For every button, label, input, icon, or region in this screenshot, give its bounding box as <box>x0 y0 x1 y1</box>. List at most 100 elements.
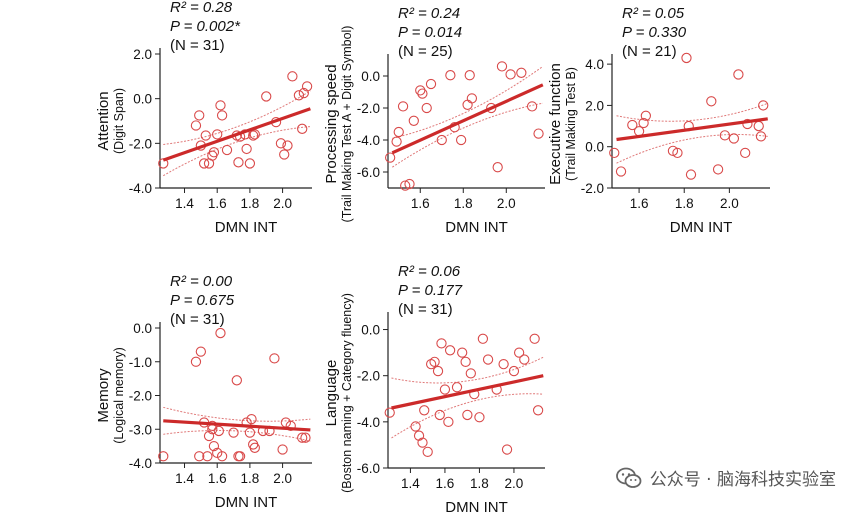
stats-line: R² = 0.05 <box>622 5 685 22</box>
data-point <box>505 69 516 80</box>
x-tick-label: 2.0 <box>273 471 292 486</box>
data-point <box>501 444 513 455</box>
data-point <box>190 120 202 131</box>
data-point <box>282 140 293 151</box>
data-point <box>279 149 290 160</box>
ci-lower-line <box>616 134 768 164</box>
x-tick-label: 1.4 <box>401 476 420 491</box>
data-point <box>432 365 444 377</box>
x-axis-label: DMN INT <box>670 219 733 236</box>
x-tick-label: 1.8 <box>675 196 694 211</box>
data-point <box>532 405 544 416</box>
data-point <box>466 93 478 104</box>
data-point <box>460 356 471 367</box>
data-point <box>455 134 467 146</box>
data-point <box>208 440 220 452</box>
data-point <box>529 333 540 344</box>
data-point <box>758 100 769 111</box>
data-point <box>261 91 272 102</box>
data-point <box>301 81 313 92</box>
y-tick-label: -6.0 <box>357 165 380 180</box>
data-point <box>203 430 215 442</box>
data-point <box>533 128 544 139</box>
y-tick-label: -2.0 <box>581 181 604 196</box>
data-point <box>417 88 428 99</box>
regression-line <box>391 374 544 410</box>
data-point <box>712 164 724 175</box>
y-axis-sublabel: (Digit Span) <box>112 88 126 154</box>
regression-line <box>616 117 768 142</box>
data-point <box>194 451 205 462</box>
data-point <box>728 133 740 144</box>
data-point <box>413 430 425 441</box>
data-point <box>733 69 744 80</box>
data-point <box>482 354 494 365</box>
data-point <box>609 147 620 159</box>
data-point <box>244 158 256 169</box>
ci-lower-line <box>392 102 543 168</box>
data-point <box>241 143 252 155</box>
stats-line: R² = 0.24 <box>398 5 460 22</box>
y-tick-label: -2.0 <box>357 369 380 384</box>
data-point <box>202 451 213 462</box>
panel-memory: R² = 0.00 P = 0.675 (N = 31) -4.0 -3.0 -2.0 -1… <box>95 273 312 511</box>
data-point <box>297 432 308 443</box>
data-point <box>249 442 260 453</box>
stats-line: R² = 0.00 <box>170 273 233 290</box>
y-tick-label: -3.0 <box>129 422 152 437</box>
data-point <box>429 356 440 367</box>
data-point <box>293 90 305 101</box>
stats-line: P = 0.014 <box>398 24 462 41</box>
data-point <box>248 130 259 141</box>
x-tick-label: 1.6 <box>436 476 455 491</box>
ci-lower-line <box>163 429 311 442</box>
x-axis-label: DMN INT <box>215 219 278 236</box>
data-point <box>443 416 454 427</box>
data-point <box>231 375 242 386</box>
stats-line: P = 0.177 <box>398 282 463 299</box>
y-axis-label: Processing speed <box>323 64 340 183</box>
y-axis-sublabel: (Logical memory) <box>112 347 126 444</box>
y-tick-label: -6.0 <box>357 461 380 476</box>
data-point <box>275 138 287 149</box>
x-tick-label: 1.8 <box>241 471 260 486</box>
data-point <box>287 71 298 82</box>
y-tick-label: -4.0 <box>357 133 380 148</box>
data-point <box>400 180 411 191</box>
data-point <box>194 110 205 121</box>
ci-upper-line <box>163 406 311 422</box>
stats-line: (N = 31) <box>170 37 225 54</box>
data-point <box>519 354 530 365</box>
y-tick-label: 2.0 <box>133 47 152 62</box>
data-point <box>742 118 753 130</box>
data-point <box>215 100 226 111</box>
data-point <box>740 147 751 159</box>
data-point <box>300 432 311 443</box>
y-tick-label: -2.0 <box>357 101 380 116</box>
panel-attention: R² = 0.28 P = 0.002* (N = 31) -4.0 -2.0 0.0 2.… <box>95 0 313 236</box>
data-point <box>719 130 731 141</box>
x-tick-label: 1.4 <box>175 196 194 211</box>
y-tick-label: 0.0 <box>361 323 380 338</box>
data-point <box>298 87 309 99</box>
y-tick-label: -4.0 <box>357 415 380 430</box>
x-axis-label: DMN INT <box>445 499 508 512</box>
data-point <box>234 451 246 462</box>
data-point <box>755 131 767 142</box>
watermark-text: 公众号 · 脑海科技实验室 <box>649 470 836 490</box>
stats-line: P = 0.330 <box>622 24 687 41</box>
stats-line: P = 0.675 <box>170 292 235 309</box>
data-point <box>233 157 244 168</box>
data-point <box>393 126 404 138</box>
data-point <box>513 347 525 358</box>
data-point <box>277 444 288 455</box>
data-point <box>158 451 169 462</box>
data-point <box>627 119 638 131</box>
panel-processing-speed: R² = 0.24 P = 0.014 (N = 25) -6.0 -4.0 -2.0 0.… <box>323 5 545 236</box>
stats-line: (N = 31) <box>170 311 225 328</box>
stats-line: (N = 25) <box>398 43 453 60</box>
y-tick-label: 4.0 <box>585 57 604 72</box>
ci-upper-line <box>163 90 311 145</box>
data-point <box>425 78 437 90</box>
